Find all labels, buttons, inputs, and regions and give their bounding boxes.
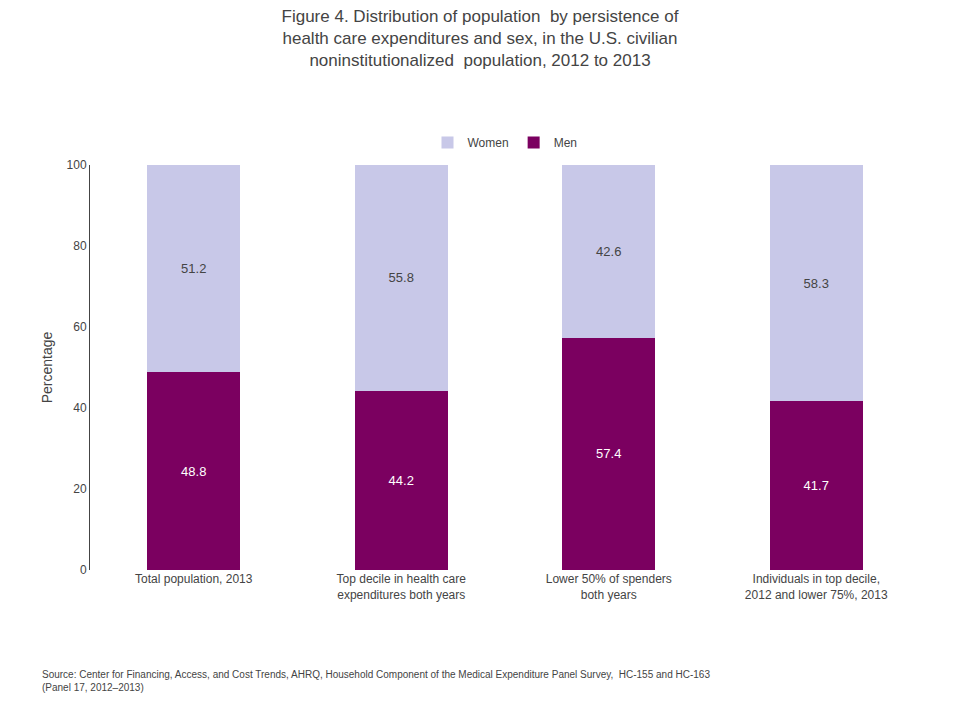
svg-text:Lower 50% of spendersboth year: Lower 50% of spendersboth years — [546, 572, 672, 602]
svg-text:44.2: 44.2 — [389, 473, 414, 488]
svg-text:Percentage: Percentage — [39, 331, 55, 403]
svg-text:42.6: 42.6 — [596, 244, 621, 259]
svg-text:55.8: 55.8 — [389, 270, 414, 285]
svg-text:40: 40 — [73, 401, 87, 415]
svg-text:80: 80 — [73, 239, 87, 253]
svg-text:100: 100 — [67, 158, 87, 172]
svg-text:51.2: 51.2 — [181, 261, 206, 276]
svg-text:48.8: 48.8 — [181, 464, 206, 479]
svg-text:Individuals in top decile,2012: Individuals in top decile,2012 and lower… — [745, 572, 888, 602]
svg-text:57.4: 57.4 — [596, 446, 621, 461]
svg-text:58.3: 58.3 — [804, 276, 829, 291]
svg-text:Top decile in health careexpen: Top decile in health careexpenditures bo… — [337, 572, 467, 602]
svg-text:Women: Women — [468, 136, 509, 150]
svg-text:Figure 4. Distribution of popu: Figure 4. Distribution of population by … — [282, 7, 679, 70]
svg-text:Source: Center for Financing,: Source: Center for Financing, Access, an… — [42, 669, 710, 693]
svg-text:41.7: 41.7 — [804, 478, 829, 493]
svg-text:20: 20 — [73, 482, 87, 496]
svg-text:Men: Men — [554, 136, 577, 150]
svg-text:0: 0 — [80, 563, 87, 577]
svg-text:60: 60 — [73, 320, 87, 334]
svg-text:Total population, 2013: Total population, 2013 — [135, 572, 253, 586]
